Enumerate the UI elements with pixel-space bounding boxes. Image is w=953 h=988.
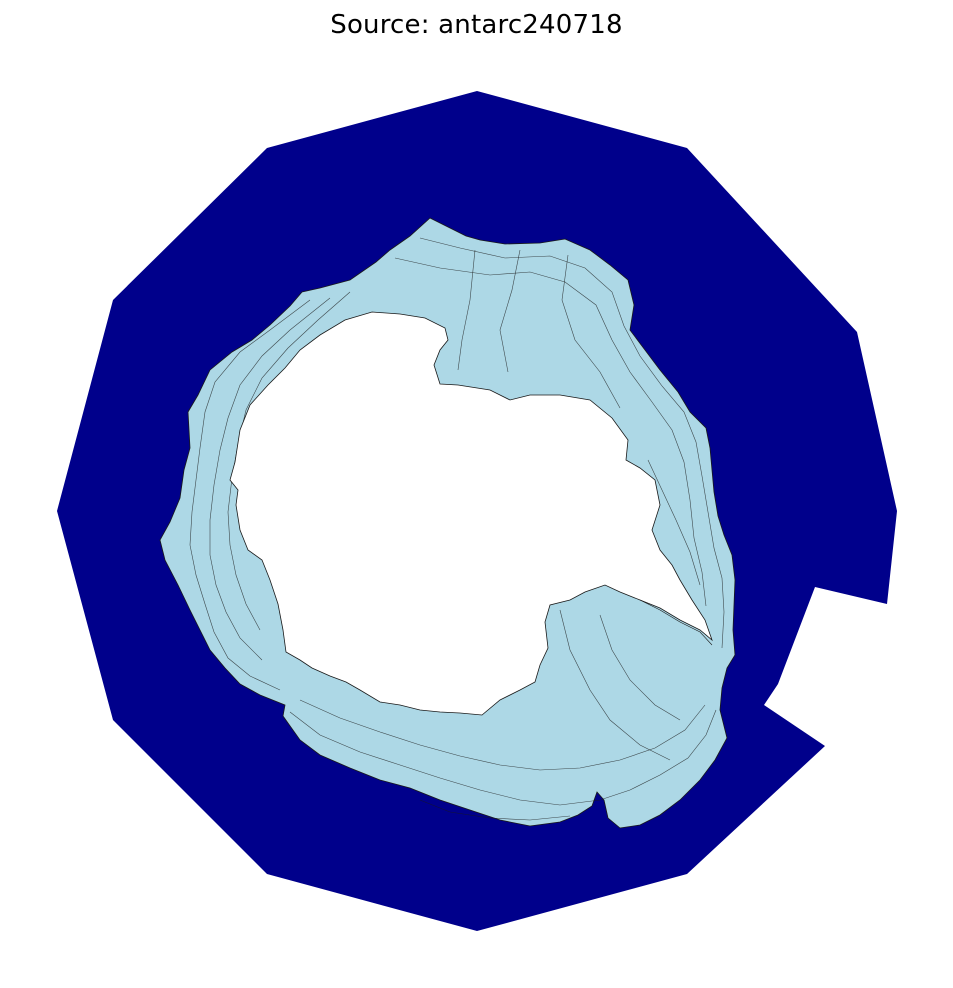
contour-line [457, 249, 476, 371]
contour-line [209, 297, 331, 661]
contour-line [499, 249, 521, 373]
contour-line [419, 799, 571, 821]
coastline-detail [639, 599, 713, 646]
contour-line [289, 709, 717, 806]
contour-line [599, 614, 681, 721]
contour-line [394, 257, 707, 607]
ice-contour-lines [189, 237, 725, 821]
contour-line [561, 254, 621, 409]
contour-line [299, 699, 706, 771]
contour-line [647, 459, 701, 586]
antarctic-continent [229, 311, 713, 716]
contour-line [189, 299, 311, 691]
map-title: Source: antarc240718 [330, 10, 623, 40]
contour-line [419, 237, 725, 649]
contour-line [559, 609, 671, 761]
